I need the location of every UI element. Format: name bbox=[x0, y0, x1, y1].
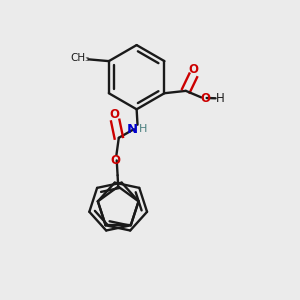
Text: O: O bbox=[200, 92, 210, 105]
Text: N: N bbox=[127, 123, 138, 136]
Text: O: O bbox=[189, 63, 199, 76]
Text: H: H bbox=[139, 124, 147, 134]
Text: CH₃: CH₃ bbox=[71, 53, 90, 64]
Text: H: H bbox=[216, 92, 224, 105]
Text: O: O bbox=[109, 108, 119, 122]
Text: O: O bbox=[110, 154, 120, 167]
